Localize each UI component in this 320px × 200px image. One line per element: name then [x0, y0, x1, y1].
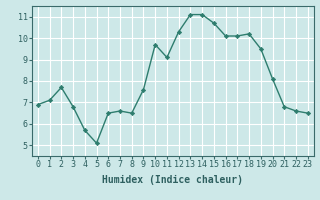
X-axis label: Humidex (Indice chaleur): Humidex (Indice chaleur) [102, 175, 243, 185]
